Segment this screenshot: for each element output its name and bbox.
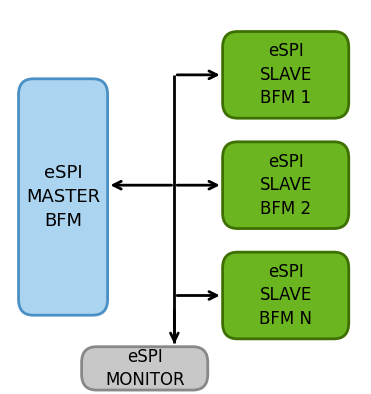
FancyBboxPatch shape (223, 142, 349, 229)
FancyBboxPatch shape (223, 252, 349, 339)
Text: eSPI
MASTER
BFM: eSPI MASTER BFM (26, 164, 100, 230)
Text: eSPI
MONITOR: eSPI MONITOR (105, 348, 184, 389)
FancyBboxPatch shape (19, 79, 108, 315)
Text: eSPI
SLAVE
BFM N: eSPI SLAVE BFM N (259, 263, 312, 328)
Text: eSPI
SLAVE
BFM 2: eSPI SLAVE BFM 2 (260, 152, 312, 218)
Text: eSPI
SLAVE
BFM 1: eSPI SLAVE BFM 1 (260, 42, 312, 108)
FancyBboxPatch shape (223, 32, 349, 118)
FancyBboxPatch shape (82, 347, 208, 390)
